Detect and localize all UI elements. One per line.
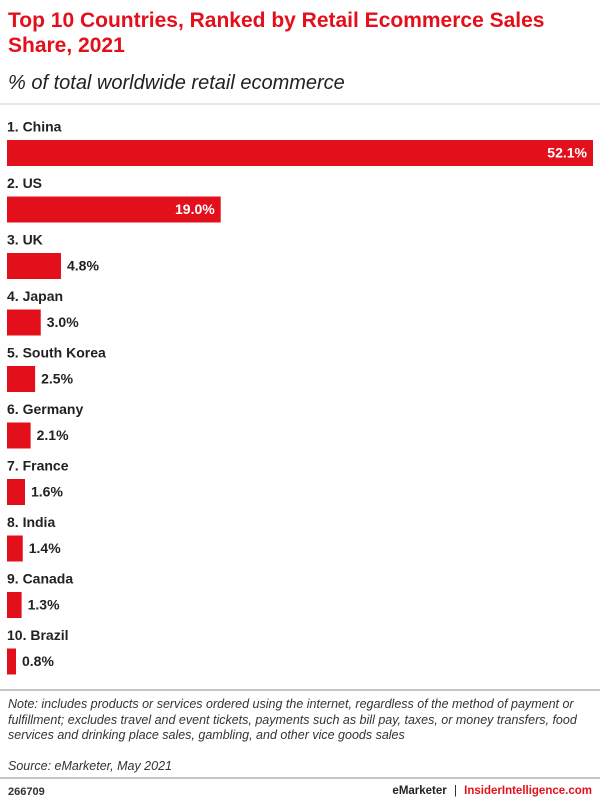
bar [7,253,61,279]
category-label: 4. Japan [7,288,63,304]
chart-title: Top 10 Countries, Ranked by Retail Ecomm… [8,9,545,57]
source: Source: eMarketer, May 2021 [8,759,172,773]
bar [7,140,593,166]
category-label: 10. Brazil [7,627,68,643]
bar [7,479,25,505]
bar [7,196,221,223]
brand: eMarketer | InsiderIntelligence.com [388,785,592,797]
category-label: 3. UK [7,232,43,248]
value-label: 1.6% [31,484,63,500]
category-label: 9. Canada [7,571,73,587]
bar [7,535,23,562]
bar [7,648,16,675]
bar [7,422,31,449]
value-label: 2.1% [37,427,69,443]
value-label: 52.1% [547,145,587,161]
chart-subtitle: % of total worldwide retail ecommerce [8,72,345,94]
value-label: 0.8% [22,653,54,669]
separator: | [453,785,457,797]
value-label: 1.4% [29,540,61,556]
bar [7,309,41,336]
value-label: 19.0% [175,201,215,217]
brand-name: eMarketer [392,785,447,797]
bar [7,366,36,392]
value-label: 2.5% [41,371,73,387]
bar [7,592,22,618]
note: Note: includes products or services orde… [8,697,577,742]
value-label: 3.0% [47,314,79,330]
category-label: 8. India [7,514,55,530]
category-label: 5. South Korea [7,345,106,361]
chart-id: 266709 [8,786,45,798]
value-label: 4.8% [67,258,99,274]
category-label: 2. US [7,175,42,191]
value-label: 1.3% [28,597,60,613]
category-label: 1. China [7,119,62,135]
category-label: 7. France [7,458,69,474]
category-label: 6. Germany [7,401,83,417]
site-name: InsiderIntelligence.com [464,785,592,797]
